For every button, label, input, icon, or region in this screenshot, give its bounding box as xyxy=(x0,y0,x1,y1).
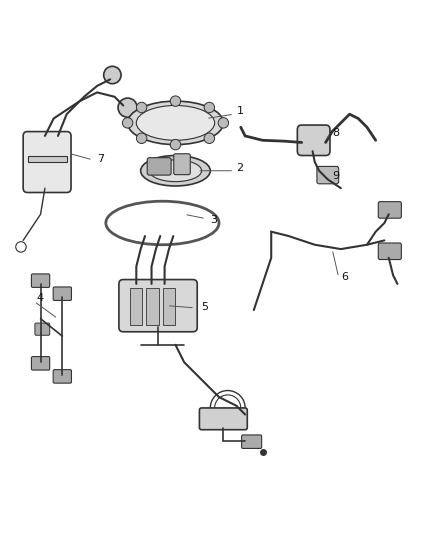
Text: 6: 6 xyxy=(341,271,348,281)
Text: 9: 9 xyxy=(332,172,339,181)
FancyBboxPatch shape xyxy=(199,408,247,430)
Circle shape xyxy=(204,102,215,112)
FancyBboxPatch shape xyxy=(174,154,190,175)
FancyBboxPatch shape xyxy=(32,274,49,287)
Circle shape xyxy=(136,102,147,112)
FancyBboxPatch shape xyxy=(35,323,49,335)
Ellipse shape xyxy=(136,106,215,140)
Ellipse shape xyxy=(141,156,210,186)
Circle shape xyxy=(170,96,181,107)
FancyBboxPatch shape xyxy=(297,125,330,156)
Text: 7: 7 xyxy=(97,154,104,164)
Ellipse shape xyxy=(127,101,223,144)
Bar xyxy=(163,288,175,325)
Circle shape xyxy=(104,66,121,84)
Text: 4: 4 xyxy=(36,293,43,303)
FancyBboxPatch shape xyxy=(32,357,49,370)
FancyBboxPatch shape xyxy=(147,158,171,175)
FancyBboxPatch shape xyxy=(378,243,401,260)
Circle shape xyxy=(204,133,215,143)
FancyBboxPatch shape xyxy=(119,279,197,332)
Text: 5: 5 xyxy=(201,302,208,312)
Circle shape xyxy=(218,118,229,128)
Circle shape xyxy=(170,140,181,150)
Text: 8: 8 xyxy=(332,128,339,138)
Circle shape xyxy=(118,98,137,117)
Text: 1: 1 xyxy=(237,106,244,116)
Text: 2: 2 xyxy=(237,163,244,173)
FancyBboxPatch shape xyxy=(53,287,71,301)
FancyBboxPatch shape xyxy=(23,132,71,192)
FancyBboxPatch shape xyxy=(378,201,401,218)
Bar xyxy=(28,156,67,162)
Ellipse shape xyxy=(149,160,201,182)
Bar xyxy=(146,288,159,325)
Text: 3: 3 xyxy=(210,215,217,225)
Bar xyxy=(130,288,142,325)
Circle shape xyxy=(136,133,147,143)
FancyBboxPatch shape xyxy=(53,370,71,383)
FancyBboxPatch shape xyxy=(317,166,339,184)
FancyBboxPatch shape xyxy=(242,435,261,448)
Circle shape xyxy=(122,118,133,128)
